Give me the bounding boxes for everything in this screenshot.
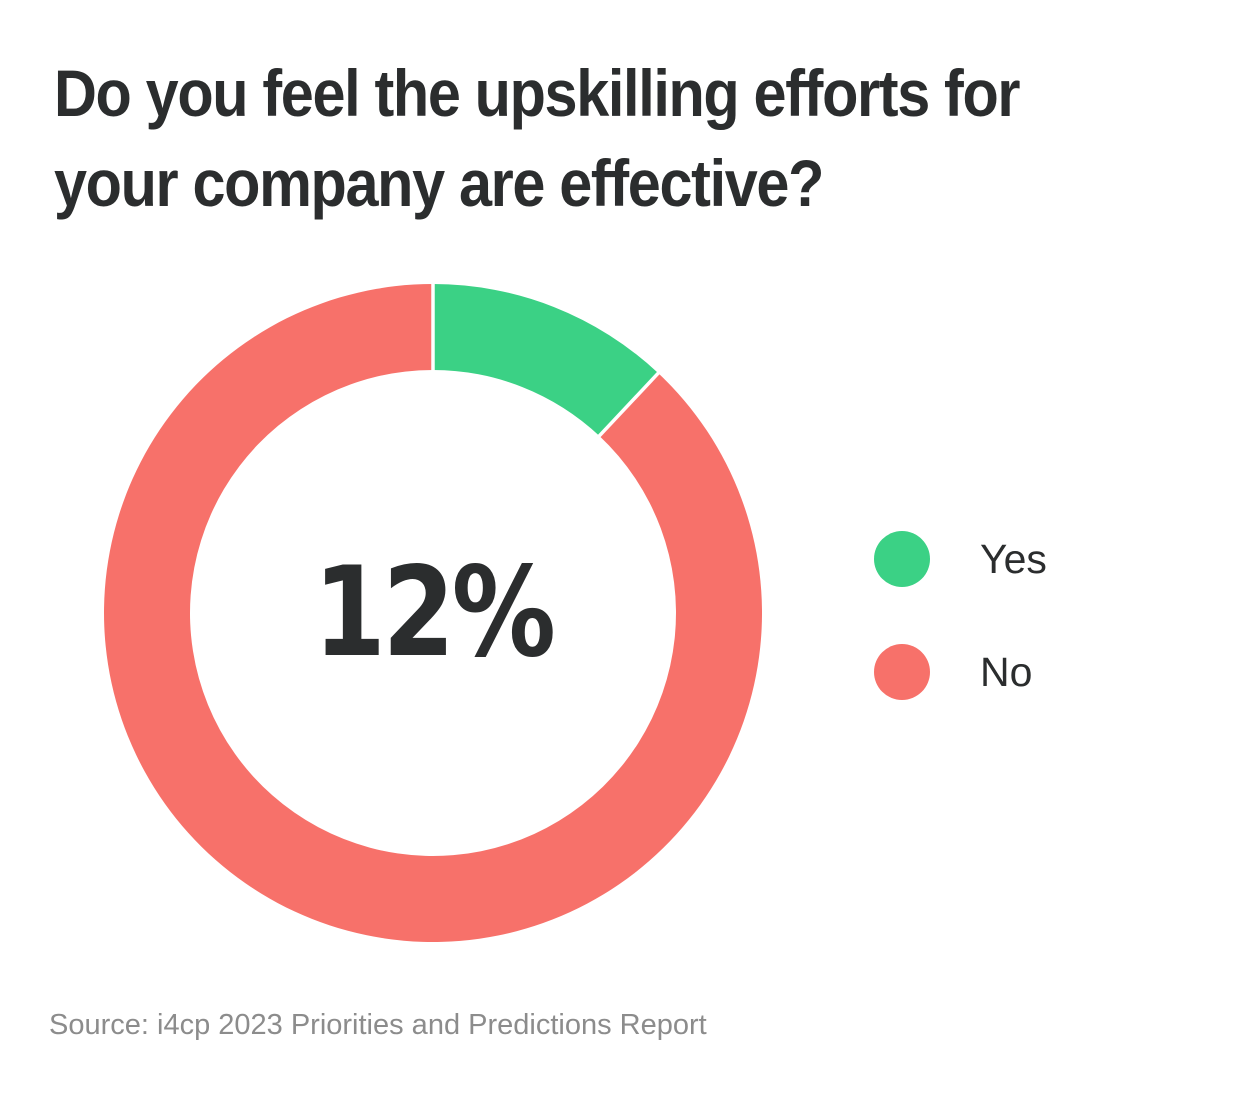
chart-title-line-1: Do you feel the upskilling efforts for: [54, 56, 1021, 130]
chart-legend: Yes No: [874, 531, 1047, 700]
donut-center-value: 12%: [313, 541, 556, 685]
chart-title-line-2: your company are effective?: [54, 146, 824, 220]
donut-chart: [104, 284, 762, 942]
segment-separator: [596, 370, 661, 439]
legend-label-no: No: [980, 648, 1033, 695]
legend-item-no: No: [874, 644, 1047, 700]
chart-title: Do you feel the upskilling efforts for y…: [54, 48, 1224, 228]
legend-swatch-no-icon: [874, 644, 930, 700]
donut-segment-yes: [433, 284, 659, 436]
legend-swatch-yes-icon: [874, 531, 930, 587]
legend-item-yes: Yes: [874, 531, 1047, 587]
donut-chart-area: 12%: [104, 284, 762, 942]
source-attribution: Source: i4cp 2023 Priorities and Predict…: [49, 1009, 707, 1041]
legend-label-yes: Yes: [980, 535, 1047, 582]
